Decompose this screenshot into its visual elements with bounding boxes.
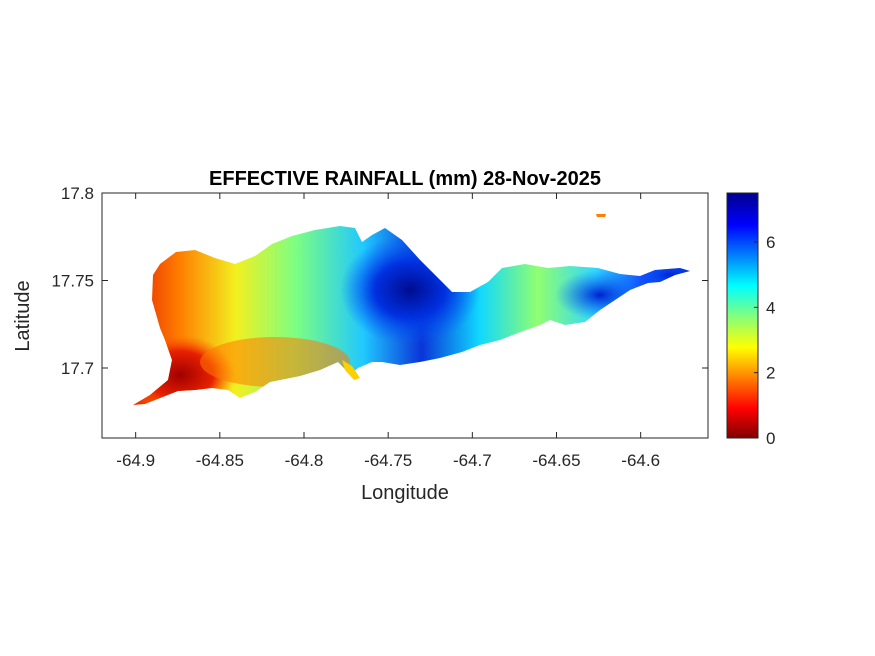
colorbar xyxy=(726,192,759,439)
x-tick-label: -64.75 xyxy=(364,451,412,470)
colorbar-tick-label: 2 xyxy=(766,364,775,383)
y-tick-label: 17.7 xyxy=(61,359,94,378)
x-tick-label: -64.85 xyxy=(196,451,244,470)
x-tick-label: -64.6 xyxy=(621,451,660,470)
y-tick-label: 17.8 xyxy=(61,184,94,203)
y-axis-label: Latitude xyxy=(12,280,34,351)
colorbar-ticks: 0 2 4 6 xyxy=(754,233,775,448)
y-axis: 17.7 17.75 17.8 xyxy=(51,184,708,378)
y-tick-label: 17.75 xyxy=(51,272,94,291)
colorbar-tick-label: 6 xyxy=(766,233,775,252)
colorbar-tick-label: 0 xyxy=(766,429,775,448)
x-tick-label: -64.65 xyxy=(532,451,580,470)
x-tick-label: -64.7 xyxy=(453,451,492,470)
x-tick-label: -64.9 xyxy=(116,451,155,470)
x-tick-label: -64.8 xyxy=(285,451,324,470)
southern-point-patch xyxy=(342,360,360,380)
chart-title: EFFECTIVE RAINFALL (mm) 28-Nov-2025 xyxy=(209,168,601,190)
offshore-islet xyxy=(596,214,606,217)
x-axis-label: Longitude xyxy=(361,482,449,504)
colorbar-tick-label: 4 xyxy=(766,298,775,317)
x-axis: -64.9 -64.85 -64.8 -64.75 -64.7 -64.65 -64.6 xyxy=(116,193,660,470)
